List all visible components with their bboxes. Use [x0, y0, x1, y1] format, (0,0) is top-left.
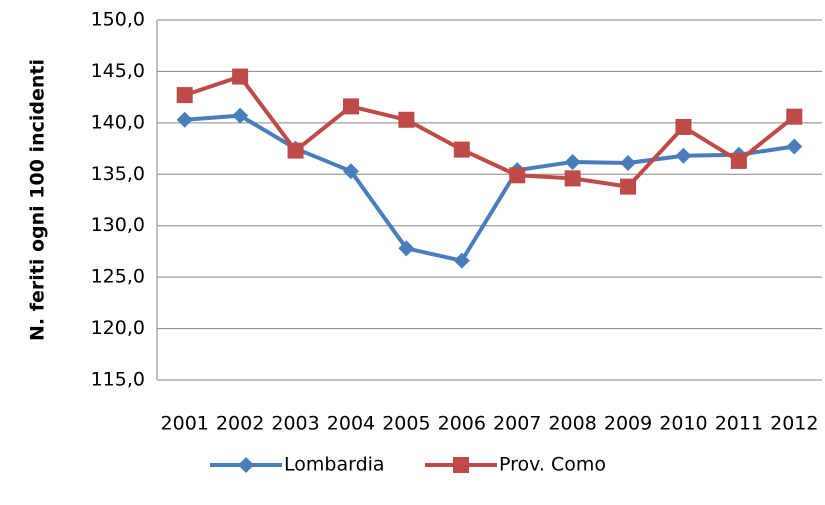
- point: [786, 138, 803, 155]
- x-tick-label: 2011: [715, 413, 763, 435]
- point: [453, 141, 470, 158]
- point: [342, 98, 359, 115]
- point: [730, 152, 747, 169]
- point: [176, 111, 193, 128]
- point: [675, 147, 692, 164]
- y-tick-label: 150,0: [91, 9, 145, 31]
- y-tick-label: 130,0: [91, 214, 145, 236]
- point: [620, 154, 637, 171]
- y-tick-label: 115,0: [91, 369, 145, 391]
- x-tick-label: 2006: [438, 413, 486, 435]
- point: [564, 153, 581, 170]
- point: [564, 170, 581, 187]
- x-tick-label: 2003: [271, 413, 319, 435]
- point: [398, 111, 415, 128]
- x-tick-label: 2007: [493, 413, 541, 435]
- point: [509, 167, 526, 184]
- y-tick-label: 125,0: [91, 266, 145, 288]
- x-tick-label: 2001: [161, 413, 209, 435]
- y-tick-label: 140,0: [91, 111, 145, 133]
- y-tick-label: 145,0: [91, 60, 145, 82]
- y-tick-label: 135,0: [91, 163, 145, 185]
- legend-marker: [453, 457, 469, 473]
- series-line: [184, 74, 796, 189]
- x-tick-label: 2012: [770, 413, 818, 435]
- point: [786, 108, 803, 125]
- point: [620, 178, 637, 195]
- point: [232, 107, 249, 124]
- x-tick-label: 2005: [382, 413, 430, 435]
- point: [453, 252, 470, 269]
- legend-label: Lombardia: [284, 454, 385, 476]
- point: [176, 87, 193, 104]
- x-tick-label: 2010: [659, 413, 707, 435]
- point: [232, 68, 249, 85]
- series-line: [184, 113, 795, 263]
- x-tick-label: 2009: [604, 413, 652, 435]
- y-axis-label: N. feriti ogni 100 incidenti: [27, 59, 49, 341]
- x-tick-label: 2002: [216, 413, 264, 435]
- point: [675, 118, 692, 135]
- x-tick-label: 2008: [548, 413, 596, 435]
- point: [398, 240, 415, 257]
- point: [287, 142, 304, 159]
- point: [342, 163, 359, 180]
- y-tick-label: 120,0: [91, 317, 145, 339]
- legend-marker: [238, 457, 254, 473]
- x-tick-label: 2004: [327, 413, 375, 435]
- legend-label: Prov. Como: [499, 454, 606, 476]
